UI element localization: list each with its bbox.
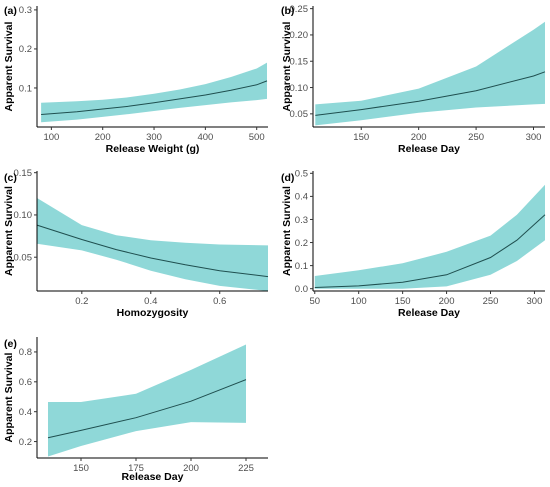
y-tick-label: 0.25	[290, 4, 309, 15]
y-tick-label: 0.15	[290, 57, 309, 68]
x-tick-label: 175	[128, 463, 144, 474]
x-tick-label: 300	[526, 132, 542, 143]
x-tick-label: 150	[73, 463, 89, 474]
y-tick-label: 0.2	[19, 44, 32, 55]
fitted-line	[41, 80, 268, 115]
y-axis-title: Apparent Survival	[3, 352, 15, 442]
y-axis-title: Apparent Survival	[3, 186, 15, 276]
x-tick-label: 250	[468, 132, 484, 143]
panel-b: 150 200 250 300 0.05 0.10 0.15 0.20 0.25 Release …	[281, 4, 546, 155]
x-tick-label: 300	[527, 296, 543, 307]
x-tick-label: 200	[95, 132, 111, 143]
panel-tag: (c)	[4, 172, 17, 184]
x-tick-label: 250	[483, 296, 499, 307]
y-tick-label: 0.4	[19, 407, 32, 418]
x-tick-label: 500	[249, 132, 265, 143]
x-axis-title: Release Day	[122, 471, 184, 483]
confidence-ribbon	[37, 198, 268, 291]
y-tick-label: 0.3	[295, 215, 308, 226]
panel-d: 50 100 150 200 250 300 0.0 0.1 0.2 0.3 0.4 0.5 Relea…	[281, 169, 546, 319]
confidence-ribbon	[314, 184, 545, 289]
fitted-line	[315, 71, 546, 116]
y-tick-label: 0.20	[290, 30, 309, 41]
y-tick-label: 0.2	[295, 238, 308, 249]
x-tick-label: 150	[353, 132, 369, 143]
x-tick-label: 400	[197, 132, 213, 143]
y-tick-label: 0.5	[295, 169, 308, 180]
x-tick-label: 50	[309, 296, 320, 307]
x-tick-label: 200	[411, 132, 427, 143]
panel-tag: (a)	[4, 5, 17, 17]
y-tick-label: 0.10	[14, 210, 33, 221]
x-axis-title: Release Day	[398, 143, 460, 155]
x-tick-label: 100	[43, 132, 59, 143]
y-tick-label: 0.2	[19, 437, 32, 448]
fitted-line	[314, 214, 546, 288]
panel-a: 100 200 300 400 500 0.1 0.2 0.3 Release Weight (…	[3, 5, 268, 155]
y-axis-title: Apparent Survival	[281, 186, 293, 276]
panel-tag: (e)	[4, 338, 17, 350]
x-tick-label: 200	[183, 463, 199, 474]
x-tick-label: 0.6	[213, 296, 226, 307]
x-tick-label: 225	[238, 463, 254, 474]
y-tick-label: 0.3	[19, 5, 32, 16]
fitted-line	[36, 224, 269, 278]
x-axis-title: Release Day	[398, 307, 460, 319]
x-tick-label: 150	[395, 296, 411, 307]
x-tick-label: 100	[351, 296, 367, 307]
y-tick-label: 0.8	[19, 347, 32, 358]
y-tick-label: 0.4	[295, 192, 308, 203]
panel-c: 0.2 0.4 0.6 0.05 0.10 0.15 Homozygosity Apparen…	[3, 168, 269, 319]
y-tick-label: 0.6	[19, 377, 32, 388]
panel-e: 150 175 200 225 0.2 0.4 0.6 0.8 Release Day Appar…	[3, 337, 268, 483]
y-tick-label: 0.10	[290, 83, 309, 94]
x-tick-label: 200	[439, 296, 455, 307]
panel-tag: (d)	[281, 172, 294, 184]
x-tick-label: 300	[146, 132, 162, 143]
y-tick-label: 0.05	[14, 252, 33, 263]
panel-tag: (b)	[281, 5, 294, 17]
y-axis-title: Apparent Survival	[281, 21, 293, 111]
y-tick-label: 0.1	[19, 83, 32, 94]
fitted-line	[47, 379, 247, 439]
x-axis-title: Homozygosity	[117, 307, 189, 319]
y-axis-title: Apparent Survival	[3, 21, 15, 111]
y-tick-label: 0.0	[295, 284, 308, 295]
confidence-ribbon	[48, 344, 246, 457]
confidence-ribbon	[315, 21, 545, 126]
y-tick-label: 0.1	[295, 261, 308, 272]
confidence-ribbon	[41, 62, 267, 123]
x-tick-label: 0.4	[144, 296, 157, 307]
y-tick-label: 0.05	[290, 109, 309, 120]
y-tick-label: 0.15	[14, 168, 33, 179]
x-tick-label: 0.2	[75, 296, 88, 307]
x-axis-title: Release Weight (g)	[106, 143, 200, 155]
